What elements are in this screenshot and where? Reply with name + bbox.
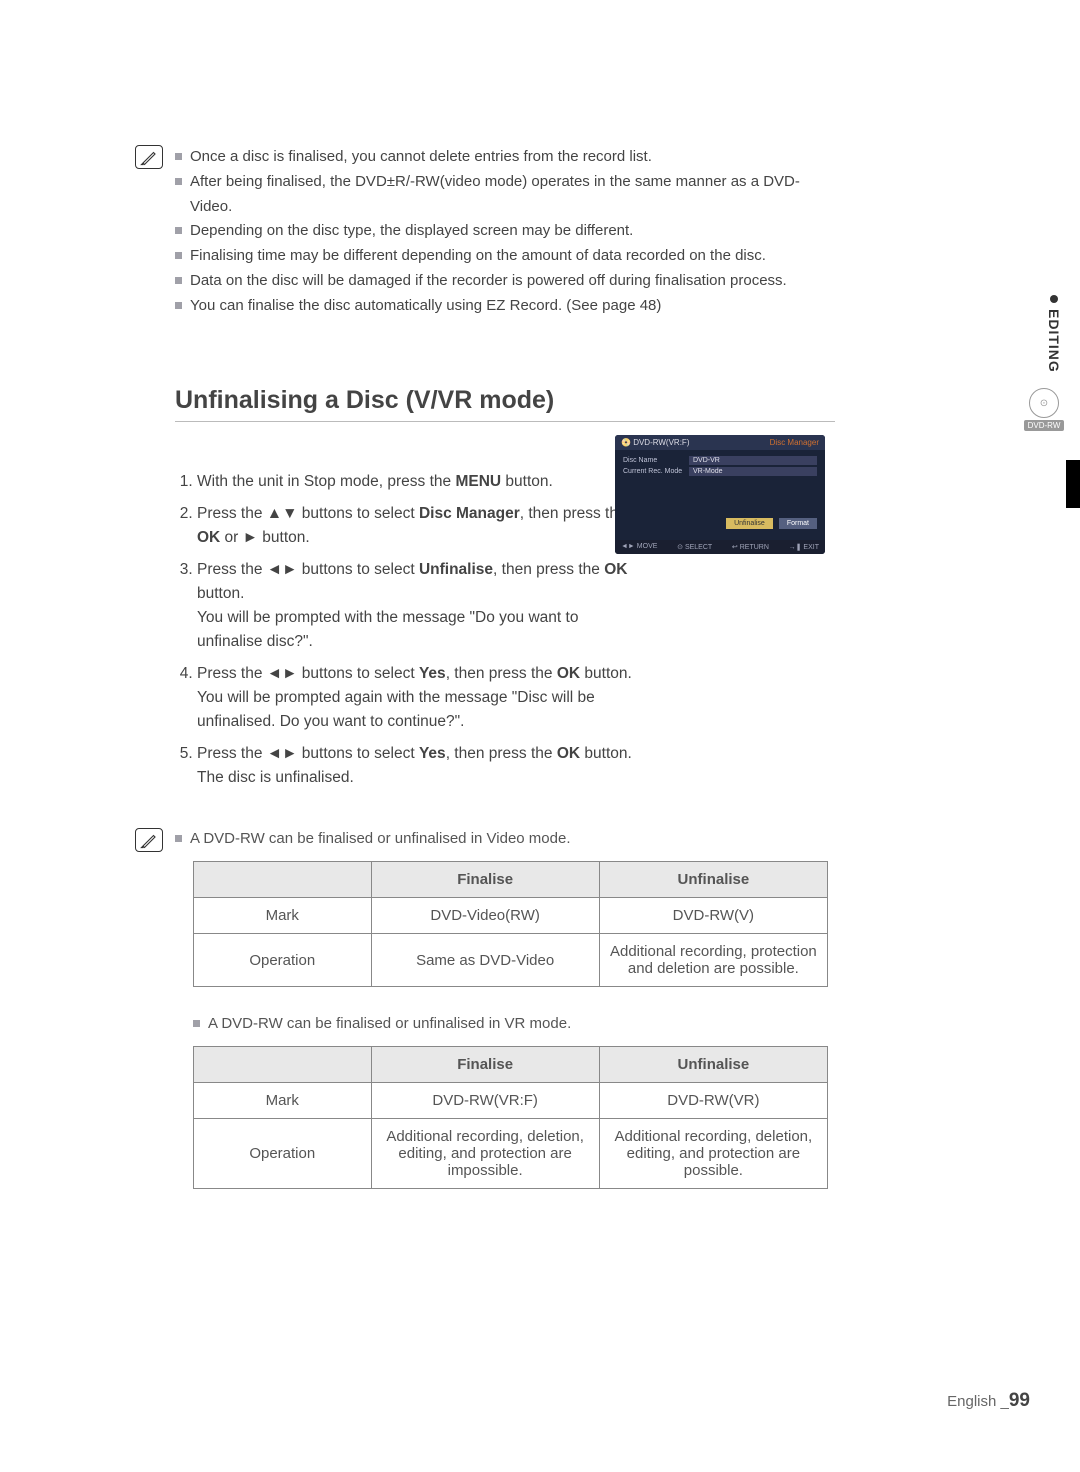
thumb-row-label: Disc Name: [623, 457, 683, 464]
bullet-dot: [1050, 295, 1058, 303]
vr-mode-note: A DVD-RW can be finalised or unfinalised…: [208, 1015, 571, 1032]
disc-icon: ⊙: [1029, 388, 1059, 418]
step-5: Press the ◄► buttons to select Yes, then…: [197, 742, 645, 790]
page-footer: English _99: [947, 1390, 1030, 1412]
side-label: EDITING: [1046, 309, 1062, 373]
side-section-tab: EDITING: [1046, 295, 1062, 373]
note-item: Once a disc is finalised, you cannot del…: [190, 145, 652, 170]
note-item: After being finalised, the DVD±R/-RW(vid…: [190, 170, 835, 220]
note-item: You can finalise the disc automatically …: [190, 294, 661, 319]
note-item: Finalising time may be different dependi…: [190, 244, 766, 269]
notes-block: Once a disc is finalised, you cannot del…: [175, 145, 835, 318]
video-mode-note-block: A DVD-RW can be finalised or unfinalised…: [175, 830, 835, 1189]
step-1: With the unit in Stop mode, press the ME…: [197, 470, 645, 494]
thumb-title-right: Disc Manager: [770, 438, 819, 447]
steps-list: With the unit in Stop mode, press the ME…: [175, 470, 645, 790]
step-4: Press the ◄► buttons to select Yes, then…: [197, 662, 645, 734]
video-mode-note: A DVD-RW can be finalised or unfinalised…: [190, 830, 571, 847]
thumb-row-value: VR-Mode: [689, 467, 817, 476]
section-heading: Unfinalising a Disc (V/VR mode): [175, 386, 835, 422]
edge-tab: [1066, 460, 1080, 508]
note-icon: [135, 828, 163, 852]
step-3: Press the ◄► buttons to select Unfinalis…: [197, 558, 645, 654]
dvd-rw-label: DVD-RW: [1024, 420, 1064, 431]
dvd-rw-icon: ⊙ DVD-RW: [1024, 388, 1064, 431]
note-icon: [135, 145, 163, 169]
thumb-format-button: Format: [779, 518, 817, 529]
thumb-hint-return: ↩ RETURN: [732, 543, 769, 551]
thumb-hint-exit: →❚ EXIT: [789, 543, 819, 551]
vr-mode-table: Finalise Unfinalise Mark DVD-RW(VR:F) DV…: [193, 1046, 828, 1189]
thumb-unfinalise-button: Unfinalise: [726, 518, 773, 529]
thumb-row-value: DVD-VR: [689, 456, 817, 465]
video-mode-table: Finalise Unfinalise Mark DVD-Video(RW) D…: [193, 861, 828, 987]
thumb-hint-move: ◄► MOVE: [621, 543, 657, 551]
step-2: Press the ▲▼ buttons to select Disc Mana…: [197, 502, 645, 550]
note-item: Depending on the disc type, the displaye…: [190, 219, 633, 244]
disc-manager-thumbnail: 📀 DVD-RW(VR:F) Disc Manager Disc Name DV…: [615, 435, 825, 554]
thumb-row-label: Current Rec. Mode: [623, 468, 683, 475]
thumb-hint-select: ⊙ SELECT: [677, 543, 712, 551]
thumb-title-left: 📀 DVD-RW(VR:F): [621, 438, 689, 447]
note-item: Data on the disc will be damaged if the …: [190, 269, 787, 294]
